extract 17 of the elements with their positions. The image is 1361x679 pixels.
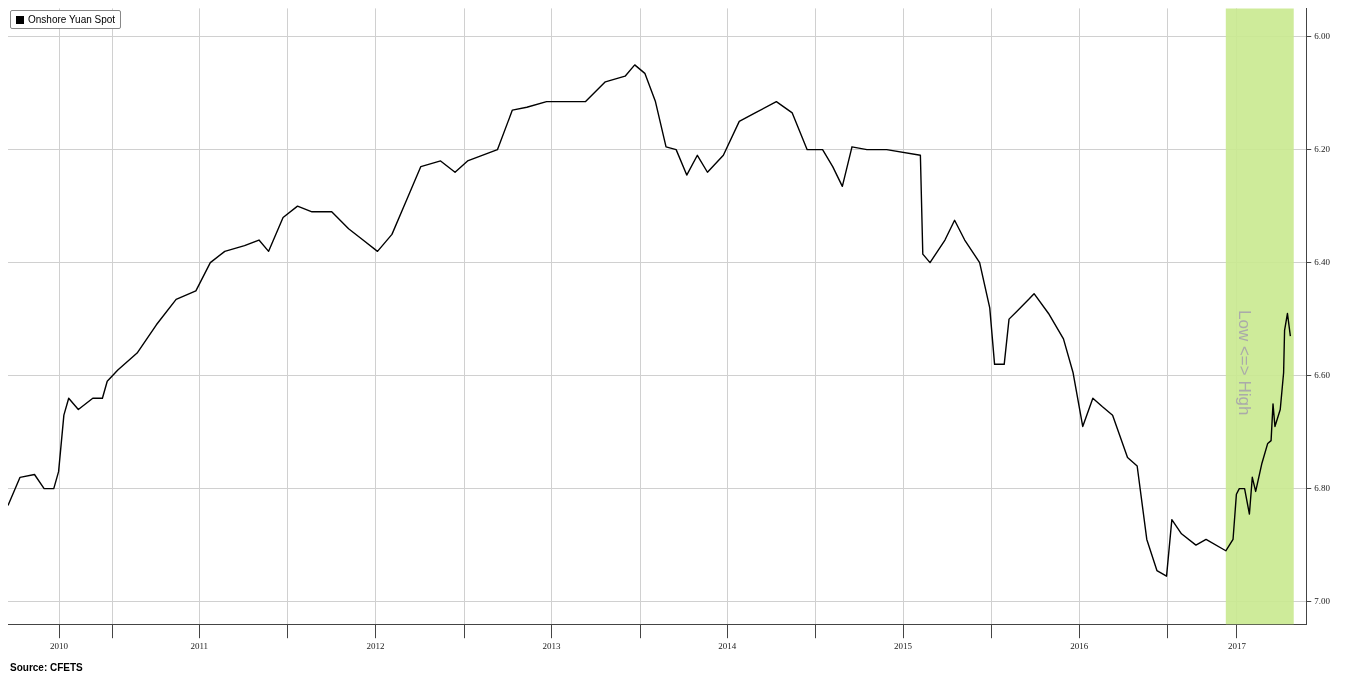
y-tick-label: 6.00 xyxy=(1314,31,1331,42)
x-tick-label: 2014 xyxy=(718,640,737,651)
x-tick-label: 2013 xyxy=(542,640,561,651)
annotation: Low <=> High xyxy=(1233,310,1254,416)
y-tick-label: 7.00 xyxy=(1314,595,1331,606)
x-tick-label: 2012 xyxy=(366,640,385,651)
y-tick-label: 6.20 xyxy=(1314,144,1331,154)
y-tick-label: 6.60 xyxy=(1314,369,1331,380)
x-tick-label: 2016 xyxy=(1070,640,1089,651)
legend-label: Onshore Yuan Spot xyxy=(28,14,116,26)
x-tick-label: 2011 xyxy=(190,640,209,651)
source-note: Source: CFETS xyxy=(10,662,83,673)
x-tick-label: 2017 xyxy=(1227,640,1247,651)
y-tick-label: 6.80 xyxy=(1314,482,1331,493)
x-tick-label: 2015 xyxy=(894,640,913,651)
y-tick-label: 6.40 xyxy=(1314,256,1331,267)
x-tick-label: 2010 xyxy=(50,640,69,651)
